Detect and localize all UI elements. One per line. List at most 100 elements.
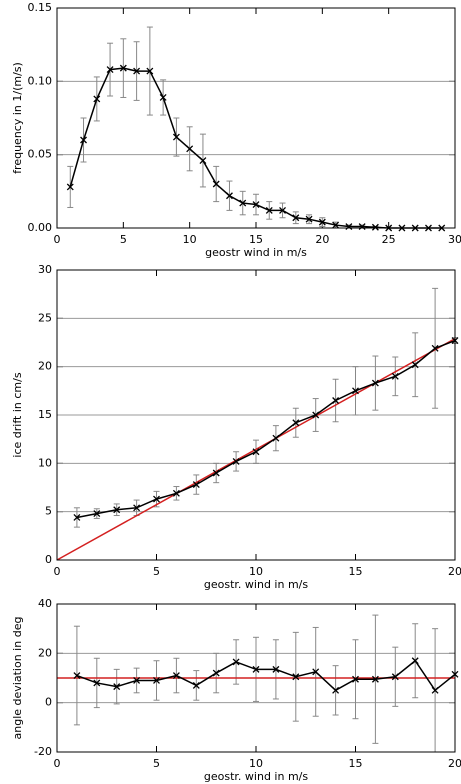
marker bbox=[252, 201, 260, 208]
data-line bbox=[76, 339, 456, 519]
plot-frame bbox=[56, 7, 456, 229]
marker bbox=[133, 677, 141, 684]
marker bbox=[159, 94, 167, 101]
marker bbox=[371, 379, 379, 387]
y-tick-label: 0 bbox=[45, 553, 52, 566]
marker bbox=[172, 672, 180, 679]
marker bbox=[172, 133, 180, 141]
x-tick-label: 25 bbox=[382, 233, 396, 246]
marker bbox=[133, 67, 141, 75]
y-tick-label: 40 bbox=[38, 597, 52, 610]
marker bbox=[265, 206, 273, 214]
x-tick-label: 15 bbox=[349, 757, 363, 770]
marker bbox=[431, 686, 439, 694]
marker bbox=[106, 66, 114, 74]
marker bbox=[146, 67, 154, 75]
marker bbox=[232, 658, 240, 666]
marker bbox=[212, 180, 220, 188]
marker bbox=[252, 665, 260, 673]
marker bbox=[133, 504, 141, 512]
y-tick-label: 10 bbox=[38, 456, 52, 469]
x-tick-label: 20 bbox=[315, 233, 329, 246]
y-axis-label: frequency in 1/(m/s) bbox=[11, 62, 24, 174]
marker bbox=[352, 387, 359, 395]
marker bbox=[272, 434, 280, 442]
x-tick-label: 20 bbox=[448, 565, 461, 578]
marker bbox=[292, 673, 300, 681]
marker bbox=[391, 673, 399, 681]
marker bbox=[332, 397, 340, 404]
marker bbox=[391, 372, 399, 380]
marker bbox=[80, 136, 87, 144]
marker bbox=[172, 489, 180, 497]
marker bbox=[73, 514, 81, 521]
x-tick-label: 30 bbox=[448, 233, 461, 246]
marker bbox=[192, 481, 200, 489]
marker bbox=[113, 683, 121, 691]
y-tick-label: 20 bbox=[38, 360, 52, 373]
marker bbox=[226, 192, 233, 200]
marker bbox=[66, 183, 74, 191]
plot-frame bbox=[56, 603, 456, 753]
x-tick-label: 0 bbox=[54, 565, 61, 578]
marker bbox=[113, 506, 121, 514]
y-tick-label: 0.05 bbox=[28, 148, 53, 161]
y-tick-label: 25 bbox=[38, 311, 52, 324]
marker bbox=[431, 344, 439, 352]
marker bbox=[371, 223, 379, 231]
marker bbox=[212, 469, 220, 477]
y-tick-label: 0 bbox=[45, 696, 52, 709]
y-tick-label: -20 bbox=[34, 745, 52, 758]
x-tick-label: 15 bbox=[349, 565, 363, 578]
y-tick-label: 20 bbox=[38, 646, 52, 659]
marker bbox=[93, 510, 101, 518]
marker bbox=[93, 95, 101, 103]
marker bbox=[332, 221, 340, 229]
y-tick-label: 0.15 bbox=[28, 1, 53, 14]
y-axis-label: angle deviation in deg bbox=[11, 617, 24, 740]
x-tick-label: 10 bbox=[249, 757, 263, 770]
marker bbox=[371, 675, 379, 683]
marker bbox=[119, 64, 127, 72]
marker bbox=[279, 206, 286, 214]
y-tick-label: 0.00 bbox=[28, 221, 53, 234]
marker bbox=[292, 419, 300, 427]
y-tick-label: 15 bbox=[38, 408, 52, 421]
x-tick-label: 5 bbox=[153, 757, 160, 770]
marker bbox=[411, 361, 419, 369]
data-line bbox=[76, 659, 456, 692]
marker bbox=[153, 495, 160, 503]
x-tick-label: 5 bbox=[153, 565, 160, 578]
marker bbox=[252, 448, 260, 456]
plot-frame bbox=[56, 269, 456, 561]
x-tick-label: 10 bbox=[183, 233, 197, 246]
x-tick-label: 0 bbox=[54, 233, 61, 246]
marker bbox=[232, 457, 240, 465]
marker bbox=[312, 411, 320, 419]
x-axis-label: geostr. wind in m/s bbox=[204, 770, 308, 783]
marker bbox=[345, 223, 353, 230]
marker bbox=[332, 686, 340, 694]
marker bbox=[318, 218, 326, 226]
marker bbox=[411, 657, 419, 665]
x-tick-label: 10 bbox=[249, 565, 263, 578]
y-tick-label: 30 bbox=[38, 263, 52, 276]
marker bbox=[212, 669, 220, 677]
marker bbox=[153, 677, 160, 684]
marker bbox=[312, 668, 320, 676]
x-axis-label: geostr. wind in m/s bbox=[204, 578, 308, 591]
marker bbox=[93, 679, 101, 687]
marker bbox=[292, 214, 300, 222]
x-tick-label: 15 bbox=[249, 233, 263, 246]
marker bbox=[186, 145, 194, 153]
marker bbox=[305, 215, 313, 223]
x-tick-label: 5 bbox=[120, 233, 127, 246]
y-axis-label: ice drift in cm/s bbox=[11, 372, 24, 457]
marker bbox=[358, 223, 366, 230]
y-tick-label: 0.10 bbox=[28, 74, 53, 87]
marker bbox=[352, 675, 359, 683]
marker bbox=[239, 199, 247, 207]
marker bbox=[272, 665, 280, 673]
